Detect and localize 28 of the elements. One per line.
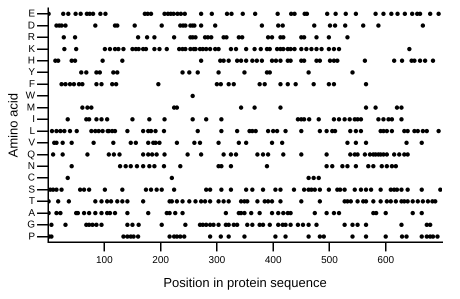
y-tick-label: D	[28, 20, 36, 32]
x-tick-label: 400	[264, 255, 282, 266]
x-tick-label: 200	[152, 255, 170, 266]
x-tick-label: 500	[321, 255, 338, 266]
y-tick-label: C	[28, 172, 36, 184]
y-tick-label: S	[28, 184, 36, 196]
y-tick-label: K	[28, 44, 36, 55]
y-tick-label: M	[26, 102, 36, 114]
y-tick-label: H	[28, 55, 36, 66]
y-tick-label: Y	[28, 67, 36, 78]
x-tick-label: 100	[96, 255, 114, 266]
y-tick-label: L	[29, 126, 36, 137]
y-tick-label: I	[32, 114, 36, 126]
y-tick-label: W	[26, 90, 36, 102]
y-tick-label: R	[28, 32, 36, 44]
y-tick-label: N	[28, 160, 36, 172]
y-axis-title: Amino acid	[5, 93, 20, 158]
y-tick-label: A	[28, 208, 36, 219]
x-tick-label: 600	[377, 255, 394, 266]
x-tick-label: 300	[208, 255, 226, 266]
y-tick-label: T	[28, 196, 36, 208]
x-axis-title: Position in protein sequence	[163, 274, 327, 290]
y-tick-label: G	[27, 220, 36, 231]
y-tick-label: V	[28, 138, 36, 149]
y-tick-label: E	[28, 8, 36, 20]
y-tick-label: P	[28, 231, 36, 242]
y-tick-label: F	[28, 78, 36, 90]
y-tick-label: Q	[27, 149, 36, 160]
